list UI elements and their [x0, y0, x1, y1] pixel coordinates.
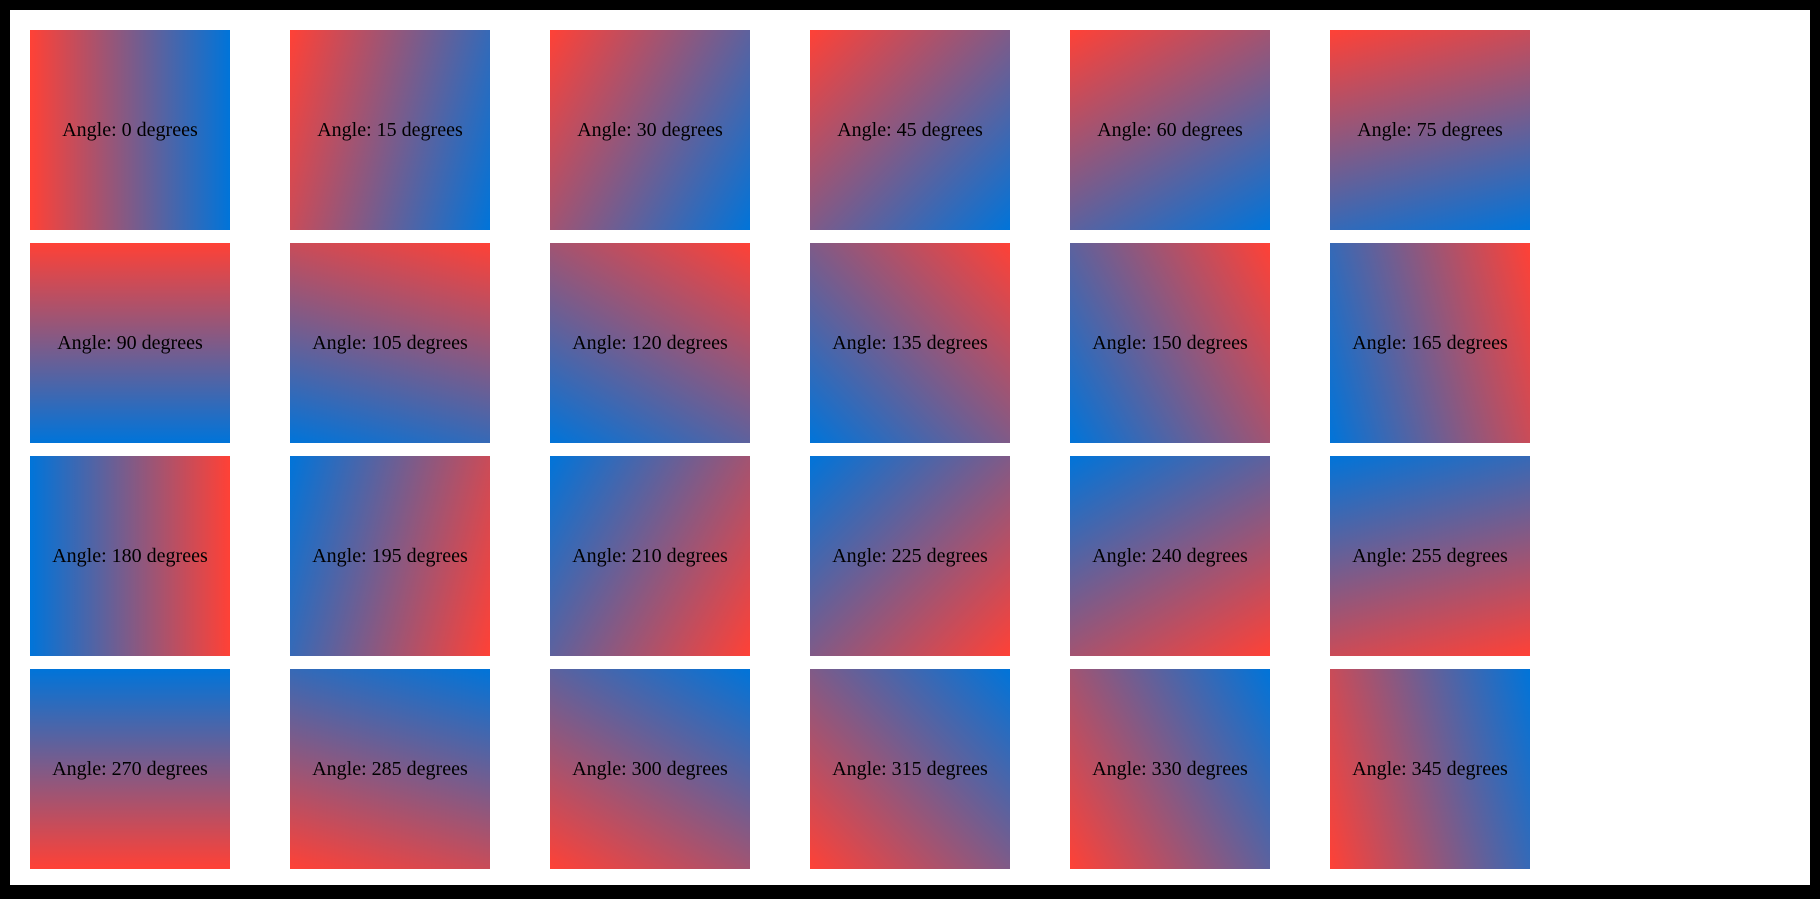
tile-label: Angle: 60 degrees	[1097, 119, 1243, 141]
gradient-tile: Angle: 30 degrees	[550, 30, 750, 230]
tile-label: Angle: 30 degrees	[577, 119, 723, 141]
tile-label: Angle: 15 degrees	[317, 119, 463, 141]
gradient-tile: Angle: 0 degrees	[30, 30, 230, 230]
gradient-tile: Angle: 15 degrees	[290, 30, 490, 230]
tile-label: Angle: 330 degrees	[1092, 758, 1248, 780]
gradient-tile: Angle: 180 degrees	[30, 456, 230, 656]
gradient-tile: Angle: 255 degrees	[1330, 456, 1530, 656]
tile-label: Angle: 150 degrees	[1092, 332, 1248, 354]
gradient-tile: Angle: 60 degrees	[1070, 30, 1270, 230]
gradient-tile: Angle: 150 degrees	[1070, 243, 1270, 443]
tile-label: Angle: 45 degrees	[837, 119, 983, 141]
gradient-tile: Angle: 45 degrees	[810, 30, 1010, 230]
gradient-tile: Angle: 330 degrees	[1070, 669, 1270, 869]
gradient-tile: Angle: 165 degrees	[1330, 243, 1530, 443]
gradient-tile: Angle: 195 degrees	[290, 456, 490, 656]
gradient-tile: Angle: 225 degrees	[810, 456, 1010, 656]
tile-label: Angle: 75 degrees	[1357, 119, 1503, 141]
gradient-tile: Angle: 90 degrees	[30, 243, 230, 443]
gradient-tile: Angle: 120 degrees	[550, 243, 750, 443]
tile-label: Angle: 270 degrees	[52, 758, 208, 780]
tile-label: Angle: 210 degrees	[572, 545, 728, 567]
tile-label: Angle: 105 degrees	[312, 332, 468, 354]
tile-label: Angle: 315 degrees	[832, 758, 988, 780]
tile-label: Angle: 345 degrees	[1352, 758, 1508, 780]
tile-label: Angle: 285 degrees	[312, 758, 468, 780]
gradient-tile: Angle: 210 degrees	[550, 456, 750, 656]
tile-label: Angle: 0 degrees	[62, 119, 198, 141]
gradient-tile: Angle: 315 degrees	[810, 669, 1010, 869]
tile-label: Angle: 180 degrees	[52, 545, 208, 567]
tile-label: Angle: 255 degrees	[1352, 545, 1508, 567]
gradient-tile: Angle: 270 degrees	[30, 669, 230, 869]
tile-label: Angle: 120 degrees	[572, 332, 728, 354]
tile-label: Angle: 90 degrees	[57, 332, 203, 354]
gradient-tile: Angle: 345 degrees	[1330, 669, 1530, 869]
tile-label: Angle: 240 degrees	[1092, 545, 1248, 567]
tile-label: Angle: 165 degrees	[1352, 332, 1508, 354]
tile-label: Angle: 135 degrees	[832, 332, 988, 354]
tile-label: Angle: 195 degrees	[312, 545, 468, 567]
gradient-tile: Angle: 240 degrees	[1070, 456, 1270, 656]
gradient-tile: Angle: 285 degrees	[290, 669, 490, 869]
tile-label: Angle: 225 degrees	[832, 545, 988, 567]
tile-label: Angle: 300 degrees	[572, 758, 728, 780]
gradient-tile: Angle: 105 degrees	[290, 243, 490, 443]
gradient-tile-grid: Angle: 0 degrees Angle: 15 degrees Angle…	[10, 10, 1810, 869]
gradient-tile: Angle: 75 degrees	[1330, 30, 1530, 230]
gradient-tile: Angle: 300 degrees	[550, 669, 750, 869]
gradient-tile: Angle: 135 degrees	[810, 243, 1010, 443]
